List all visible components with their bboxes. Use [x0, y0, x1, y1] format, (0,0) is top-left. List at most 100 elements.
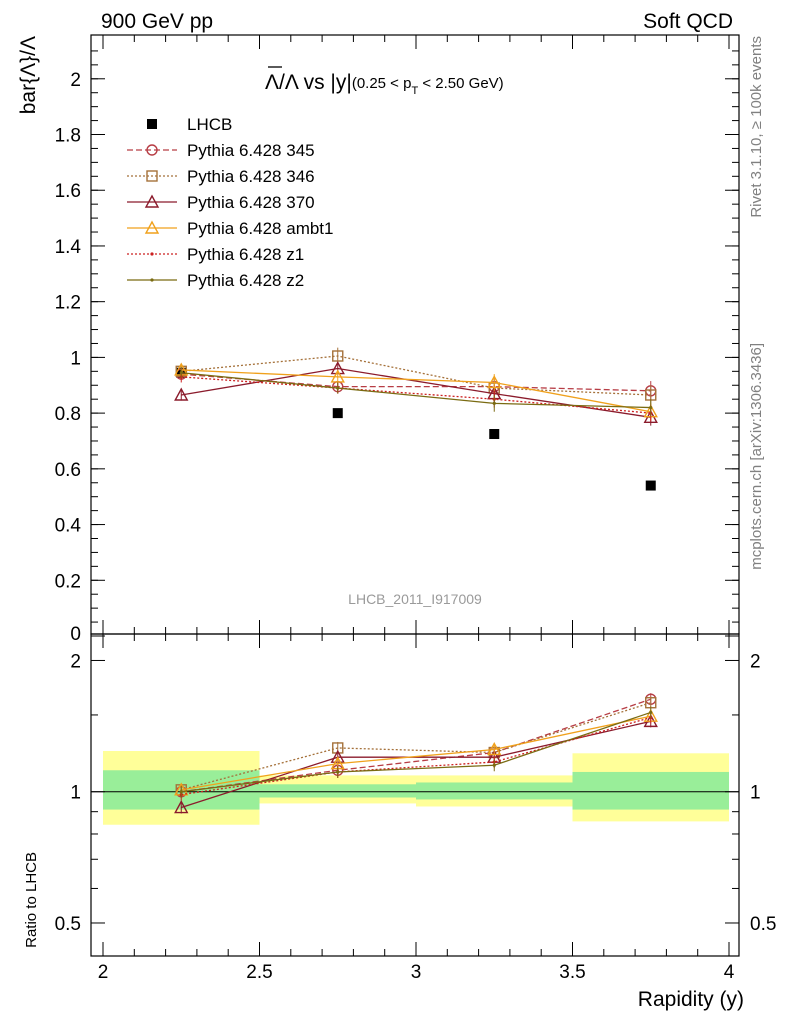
header-left: 900 GeV pp [101, 10, 213, 33]
x-tick-label-3: 3.5 [559, 962, 585, 983]
chart-title: Λ/Λ vs |y|(0.25 < pT < 2.50 GeV) [265, 71, 504, 97]
main-ytick-label-2: 0.4 [55, 516, 82, 537]
main-point-6-3 [649, 405, 653, 410]
legend-item-6: Pythia 6.428 z2 [127, 271, 304, 290]
main-point-3-0 [174, 387, 189, 401]
mcplots-label: mcplots.cern.ch [arXiv:1306.3436] [748, 343, 765, 570]
ratio-point-3-2 [487, 742, 502, 756]
legend-item-0: LHCB [147, 115, 232, 134]
ratio-ytick-label-2: 2 [70, 651, 81, 672]
x-tick-label-2: 3 [411, 962, 422, 983]
ratio-band-inner-3 [572, 771, 729, 810]
x-tick-label-4: 4 [724, 962, 735, 983]
main-ytick-label-9: 1.8 [55, 126, 81, 147]
main-point-4-1 [330, 369, 345, 383]
legend-marker-1 [146, 144, 158, 156]
legend-label-5: Pythia 6.428 z1 [187, 245, 304, 264]
legend-marker-4 [144, 220, 160, 234]
main-point-4-2 [487, 375, 502, 389]
ratio-series-5 [179, 706, 653, 798]
ratio-series-line-1 [181, 702, 651, 791]
legend: LHCB Pythia 6.428 345 Pythia 6.428 346 Pyth… [127, 115, 333, 290]
main-series-line-6 [181, 372, 651, 409]
main-series-line-5 [181, 376, 651, 414]
legend-item-2: Pythia 6.428 346 [127, 167, 315, 186]
main-ytick-label-4: 0.8 [55, 404, 81, 425]
legend-marker-5 [150, 252, 154, 256]
ratio-ytick-label-1: 1 [70, 783, 81, 804]
title-subscript: T [411, 85, 418, 97]
main-series-line-1 [181, 373, 651, 392]
legend-item-4: Pythia 6.428 ambt1 [127, 219, 333, 238]
ratio-band-inner-2 [416, 782, 573, 800]
title-range-text: (0.25 < p [352, 75, 412, 92]
legend-marker-2 [146, 170, 158, 182]
title-lambda-bar: Λ [265, 71, 279, 94]
ratio-ticks-group: 2 2.5 3 3.5 4 0.5 0.5 1 1 2 2 [55, 634, 776, 983]
legend-label-2: Pythia 6.428 346 [187, 167, 315, 186]
legend-item-3: Pythia 6.428 370 [127, 193, 315, 212]
main-series-line-2 [181, 355, 651, 396]
main-point-6-1 [336, 386, 340, 390]
main-ytick-label-10: 2 [70, 70, 81, 91]
main-point-0-3 [645, 480, 656, 491]
ratio-series-line-5 [181, 711, 651, 793]
main-ytick-label-1: 0.2 [55, 571, 81, 592]
ratio-series-line-3 [181, 715, 651, 791]
title-range-end: < 2.50 GeV) [418, 75, 503, 92]
legend-item-5: Pythia 6.428 z1 [127, 245, 304, 264]
x-tick-label-1: 2.5 [246, 962, 272, 983]
main-point-0-2 [489, 429, 500, 440]
ratio-bands-group [103, 750, 729, 825]
main-ticks-group: 0 0.2 0.4 0.6 0.8 1 1.2 1.4 1.6 1.8 2 [55, 35, 739, 645]
header-right: Soft QCD [643, 10, 733, 33]
ratio-ylabel: Ratio to LHCB [23, 852, 40, 948]
ratio-ytick-label-right-1: 1 [750, 783, 761, 804]
main-ytick-label-7: 1.4 [55, 237, 82, 258]
ratio-ytick-label-right-2: 2 [750, 651, 761, 672]
ratio-series-group [174, 693, 658, 814]
legend-label-3: Pythia 6.428 370 [187, 193, 315, 212]
legend-label-1: Pythia 6.428 345 [187, 141, 315, 160]
legend-marker-3 [144, 194, 160, 208]
ratio-series-line-0 [181, 698, 651, 793]
legend-item-1: Pythia 6.428 345 [127, 141, 315, 160]
analysis-watermark: LHCB_2011_I917009 [348, 591, 482, 607]
x-axis-label: Rapidity (y) [638, 988, 744, 1011]
ratio-point-5-1 [336, 770, 340, 774]
main-point-0-1 [332, 408, 343, 419]
main-ytick-label-6: 1.2 [55, 293, 81, 314]
ratio-point-5-3 [649, 710, 653, 715]
main-ytick-label-5: 1 [70, 348, 81, 369]
title-main-text: /Λ vs |y| [279, 71, 352, 94]
main-series-line-3 [181, 367, 651, 418]
ratio-series-line-4 [181, 716, 651, 796]
legend-label-0: LHCB [187, 115, 232, 134]
rivet-label: Rivet 3.1.10, ≥ 100k events [748, 36, 765, 218]
main-point-2-1 [332, 350, 344, 362]
main-point-6-2 [492, 401, 496, 405]
main-series-6 [179, 367, 653, 416]
main-series-group [174, 347, 658, 491]
ratio-point-5-2 [492, 763, 496, 767]
main-series-5 [179, 371, 653, 422]
ratio-band-inner-1 [259, 784, 416, 798]
legend-label-6: Pythia 6.428 z2 [187, 271, 304, 290]
legend-label-4: Pythia 6.428 ambt1 [187, 219, 333, 238]
ratio-ytick-label-0: 0.5 [55, 914, 81, 935]
main-ylabel: bar{Λ}/Λ [17, 36, 40, 114]
legend-marker-0 [147, 119, 157, 129]
main-ytick-label-3: 0.6 [55, 460, 81, 481]
ratio-point-2-0 [174, 800, 189, 814]
main-ytick-label-0: 0 [70, 624, 81, 645]
ratio-point-5-0 [179, 790, 183, 794]
ratio-ytick-label-right-0: 0.5 [750, 914, 776, 935]
ratio-plot-frame [90, 633, 740, 957]
main-ytick-label-8: 1.6 [55, 181, 81, 202]
main-series-line-4 [181, 369, 651, 413]
x-tick-label-0: 2 [98, 962, 109, 983]
legend-marker-6 [150, 278, 154, 282]
main-point-6-0 [179, 371, 183, 375]
